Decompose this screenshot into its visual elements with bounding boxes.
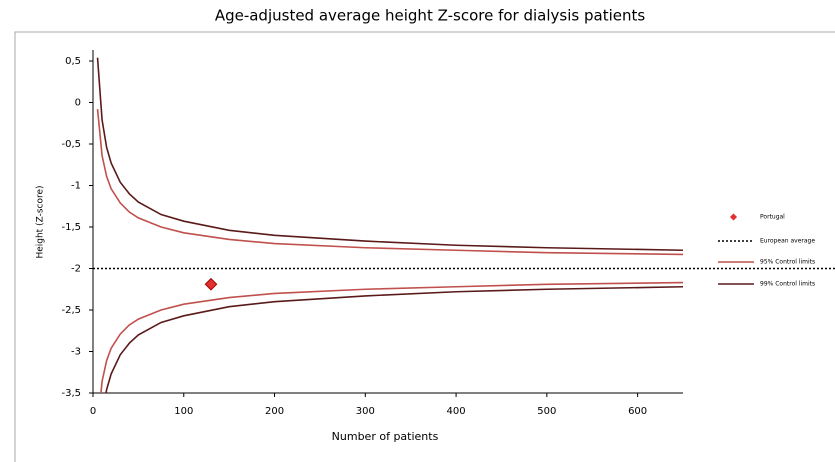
y-tick-label: -0,5 <box>61 139 81 150</box>
legend-label: Portugal <box>760 214 785 221</box>
x-tick-label: 0 <box>90 406 96 417</box>
y-tick-label: -2 <box>71 264 81 275</box>
control-limit-line <box>100 281 683 393</box>
x-tick-label: 300 <box>356 406 375 417</box>
y-tick-label: -1,5 <box>61 222 81 233</box>
chart-title: Age-adjusted average height Z-score for … <box>215 7 646 25</box>
y-tick-label: -2,5 <box>61 305 81 316</box>
y-tick-label: 0,5 <box>65 56 81 67</box>
plot-area <box>96 57 683 393</box>
data-point <box>204 277 218 291</box>
y-tick-label: -3 <box>71 347 81 358</box>
x-tick-label: 200 <box>265 406 284 417</box>
y-tick-label: -1 <box>71 181 81 192</box>
x-axis-label: Number of patients <box>332 430 439 443</box>
legend-label: 99% Control limits <box>760 281 815 288</box>
control-limit-line <box>96 109 683 256</box>
x-tick-label: 500 <box>537 406 556 417</box>
y-axis-label: Height (Z-score) <box>36 185 46 258</box>
legend-label: European average <box>760 238 815 245</box>
legend-marker <box>729 213 738 221</box>
control-limit-line <box>96 57 683 252</box>
x-tick-label: 400 <box>447 406 466 417</box>
y-tick-label: 0 <box>75 98 81 109</box>
control-limit-line <box>105 285 683 393</box>
legend-label: 95% Control limits <box>760 259 815 266</box>
x-tick-label: 100 <box>174 406 193 417</box>
y-tick-label: -3,5 <box>61 388 81 399</box>
chart-border <box>14 31 835 462</box>
x-tick-label: 600 <box>628 406 647 417</box>
